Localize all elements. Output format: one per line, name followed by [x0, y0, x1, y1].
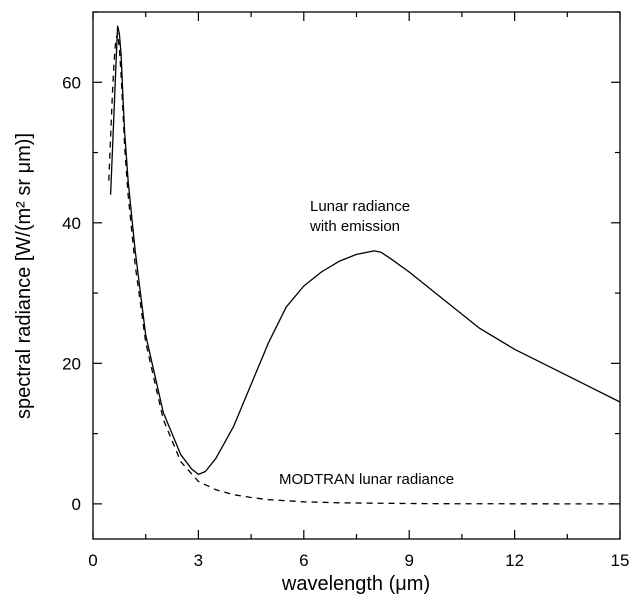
y-axis-title: spectral radiance [W/(m² sr μm)] — [13, 133, 35, 419]
modtran-radiance-line — [108, 32, 621, 505]
y-tick-label: 40 — [62, 214, 81, 233]
x-tick-label: 12 — [505, 551, 524, 570]
plot-frame — [92, 11, 621, 540]
annotation-emission-line1: Lunar radiance — [310, 198, 410, 215]
x-tick-label: 6 — [299, 551, 308, 570]
emission-radiance-line — [109, 25, 621, 476]
y-tick-labels: 0 20 40 60 — [62, 73, 81, 514]
series-group — [108, 25, 621, 505]
y-tick-label: 0 — [72, 495, 81, 514]
x-tick-label: 15 — [611, 551, 630, 570]
annotation-emission-line2: with emission — [309, 218, 400, 235]
tick-marks — [92, 11, 621, 539]
x-tick-label: 9 — [404, 551, 413, 570]
x-axis-title: wavelength (μm) — [281, 573, 430, 594]
y-tick-label: 20 — [62, 354, 81, 373]
annotation-modtran: MODTRAN lunar radiance — [279, 471, 454, 488]
x-tick-labels: 0 3 6 9 12 15 — [88, 551, 629, 570]
x-tick-label: 0 — [88, 551, 97, 570]
x-tick-label: 3 — [194, 551, 203, 570]
y-tick-label: 60 — [62, 73, 81, 92]
